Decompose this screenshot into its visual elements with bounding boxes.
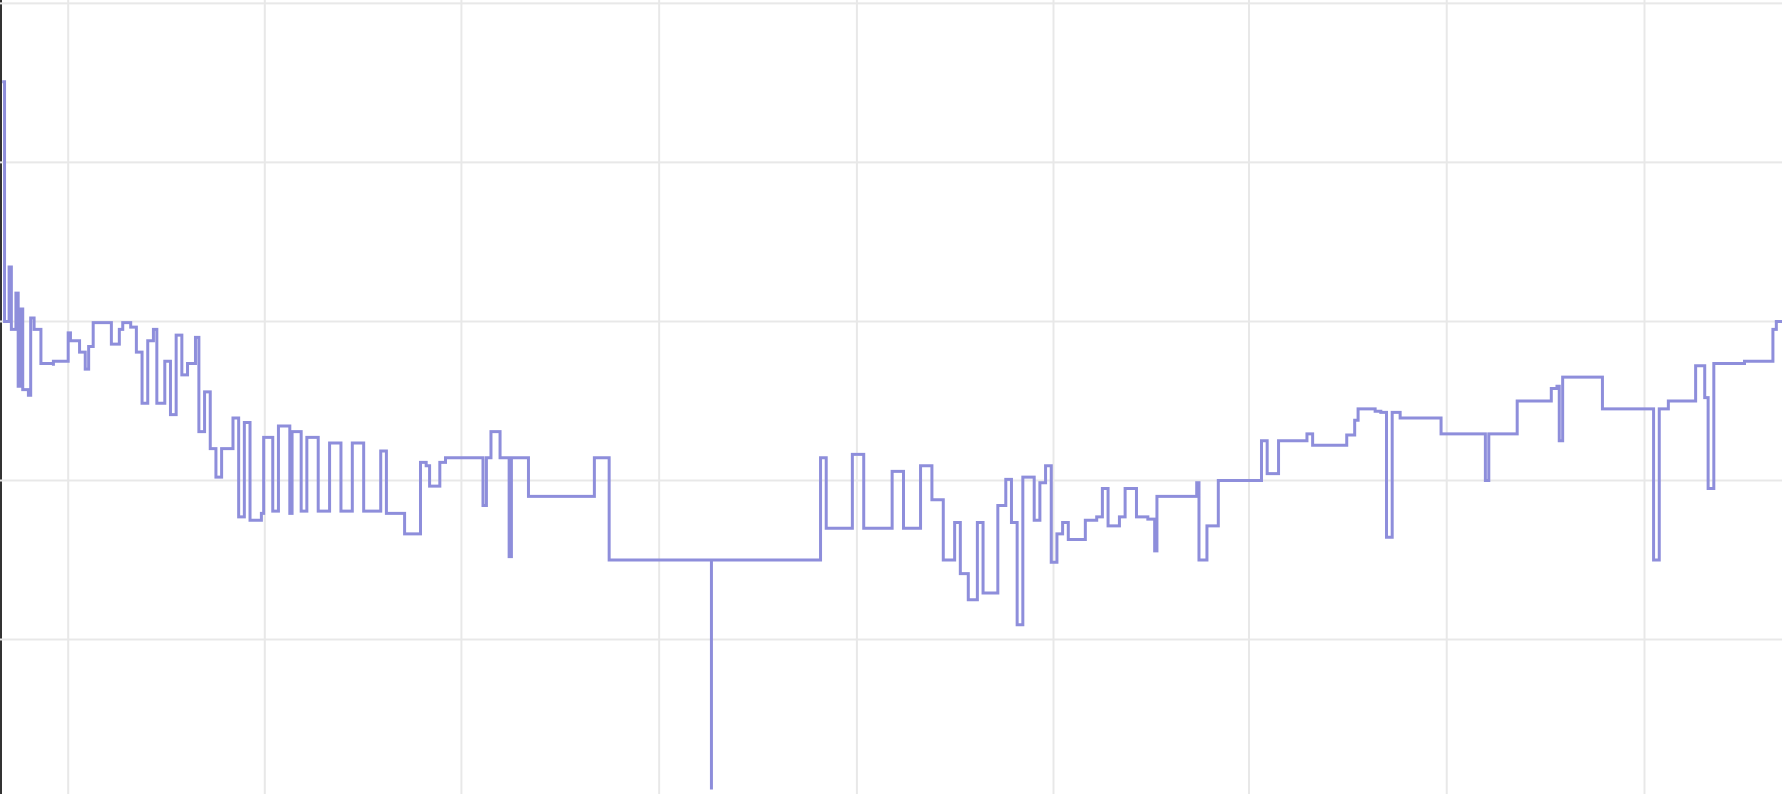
data-line	[2, 80, 1782, 790]
